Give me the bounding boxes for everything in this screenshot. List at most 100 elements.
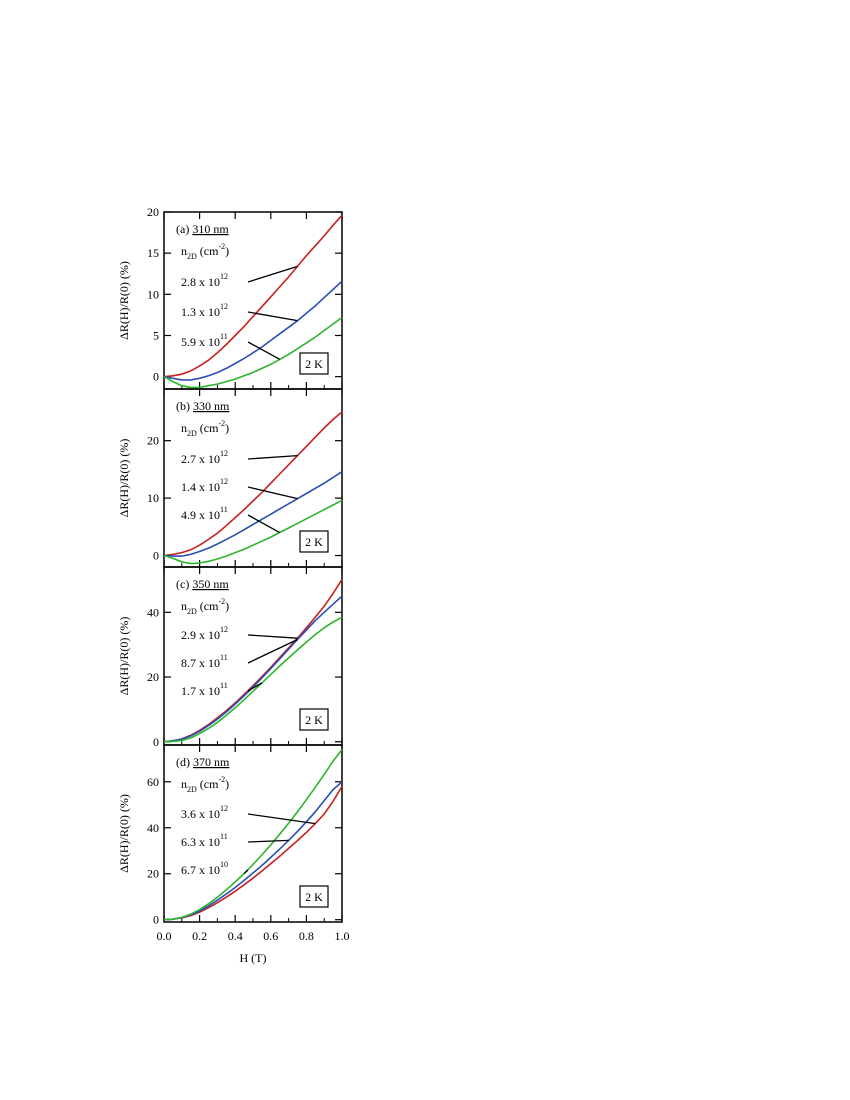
density-header: n2D (cm-2) <box>181 597 229 616</box>
series-label-1: 3.6 x 1012 <box>181 804 228 821</box>
panel-d: 0.0 0.2 0.4 0.6 0.8 1.0 0 20 40 60 ΔR(H)/R(0) (%) (… <box>117 744 350 965</box>
y-tick-label: 15 <box>147 246 159 260</box>
series-line-3 <box>163 749 343 921</box>
series-leader-line-1 <box>247 634 298 639</box>
y-axis-title: ΔR(H)/R(0) (%) <box>117 439 131 518</box>
series-label-mantissa: 1.4 x 10 <box>181 480 220 494</box>
density-unit-sup: -2 <box>218 242 225 251</box>
series-label-3: 5.9 x 1011 <box>181 332 228 349</box>
temperature-label: 2 K <box>305 535 323 549</box>
series-line-2 <box>163 280 343 381</box>
series-label-mantissa: 1.7 x 10 <box>181 684 220 698</box>
density-header: n2D (cm-2) <box>181 775 229 794</box>
series-line-2 <box>163 471 343 557</box>
series-leader-line-1 <box>247 265 298 283</box>
density-unit: (cm <box>197 244 219 258</box>
series-label-mantissa: 6.3 x 10 <box>181 835 220 849</box>
series-label-mantissa: 3.6 x 10 <box>181 807 220 821</box>
series-label-mantissa: 8.7 x 10 <box>181 656 220 670</box>
density-unit: (cm <box>197 421 219 435</box>
series-label-mantissa: 4.9 x 10 <box>181 508 220 522</box>
series-label-exponent: 12 <box>220 272 228 281</box>
series-line-2 <box>163 595 343 743</box>
density-base: n <box>181 599 187 613</box>
series-line-3 <box>163 316 343 389</box>
density-base: n <box>181 244 187 258</box>
x-tick-label: 1.0 <box>335 929 350 943</box>
density-unit-sup: -2 <box>218 419 225 428</box>
series-label-mantissa: 2.8 x 10 <box>181 275 220 289</box>
density-unit-close: ) <box>225 777 229 791</box>
y-axis-title: ΔR(H)/R(0) (%) <box>117 794 131 873</box>
density-unit-close: ) <box>225 421 229 435</box>
series-label-2: 8.7 x 1011 <box>181 653 228 670</box>
series-line-2 <box>163 781 343 921</box>
series-label-exponent: 11 <box>220 832 228 841</box>
density-sub: 2D <box>187 785 197 794</box>
density-unit-close: ) <box>225 244 229 258</box>
series-label-1: 2.7 x 1012 <box>181 449 228 466</box>
series-leader-line-2 <box>247 839 289 843</box>
panel-title: (c) 350 nm <box>176 577 229 591</box>
density-sub: 2D <box>187 252 197 261</box>
series-label-3: 4.9 x 1011 <box>181 505 228 522</box>
density-unit-close: ) <box>225 599 229 613</box>
series-line-3 <box>163 616 343 743</box>
y-axis-title: ΔR(H)/R(0) (%) <box>117 617 131 696</box>
y-tick-label: 10 <box>147 287 159 301</box>
panel-thickness: 370 nm <box>193 755 230 769</box>
density-header: n2D (cm-2) <box>181 242 229 261</box>
series-line-1 <box>163 214 343 378</box>
temperature-box <box>299 708 329 731</box>
series-label-exponent: 12 <box>220 804 228 813</box>
temperature-label: 2 K <box>305 357 323 371</box>
series-label-mantissa: 2.7 x 10 <box>181 452 220 466</box>
series-line-3 <box>163 499 343 565</box>
y-tick-label: 40 <box>147 821 159 835</box>
y-tick-label: 20 <box>147 867 159 881</box>
series-label-1: 2.8 x 1012 <box>181 272 228 289</box>
density-unit: (cm <box>197 777 219 791</box>
series-label-1: 2.9 x 1012 <box>181 625 228 642</box>
series-label-2: 6.3 x 1011 <box>181 832 228 849</box>
series-label-3: 1.7 x 1011 <box>181 681 228 698</box>
x-tick-label: 0.4 <box>228 929 243 943</box>
series-label-3: 6.7 x 1010 <box>181 860 228 877</box>
series-label-exponent: 12 <box>220 449 228 458</box>
x-tick-label: 0.0 <box>157 929 172 943</box>
panel-label: (d) <box>176 755 193 769</box>
series-leader-line-1 <box>247 813 316 825</box>
series-label-mantissa: 6.7 x 10 <box>181 863 220 877</box>
series-label-exponent: 11 <box>220 505 228 514</box>
temperature-label: 2 K <box>305 713 323 727</box>
series-line-1 <box>163 411 343 557</box>
series-label-2: 1.3 x 1012 <box>181 302 228 319</box>
panel-thickness: 310 nm <box>192 222 229 236</box>
y-tick-label: 60 <box>147 775 159 789</box>
x-axis-title: H (T) <box>240 951 267 965</box>
series-label-exponent: 12 <box>220 625 228 634</box>
panel-label: (a) <box>176 222 192 236</box>
density-base: n <box>181 777 187 791</box>
series-leader-line-3 <box>243 869 249 874</box>
series-label-exponent: 11 <box>220 653 228 662</box>
series-leader-line-2 <box>247 638 298 664</box>
temperature-box <box>299 885 329 908</box>
series-leader-line-3 <box>247 341 281 360</box>
panel-title: (a) 310 nm <box>176 222 229 236</box>
y-tick-label: 0 <box>153 370 159 384</box>
series-label-exponent: 12 <box>220 477 228 486</box>
series-leader-line-3 <box>247 514 281 534</box>
y-tick-label: 40 <box>147 605 159 619</box>
y-tick-label: 20 <box>147 670 159 684</box>
series-leader-line-3 <box>247 682 263 692</box>
y-axis-title: ΔR(H)/R(0) (%) <box>117 261 131 340</box>
y-tick-label: 0 <box>153 913 159 927</box>
x-tick-label: 0.6 <box>263 929 278 943</box>
panel-title: (b) 330 nm <box>176 399 230 413</box>
y-tick-label: 0 <box>153 549 159 563</box>
y-tick-label: 20 <box>147 205 159 219</box>
